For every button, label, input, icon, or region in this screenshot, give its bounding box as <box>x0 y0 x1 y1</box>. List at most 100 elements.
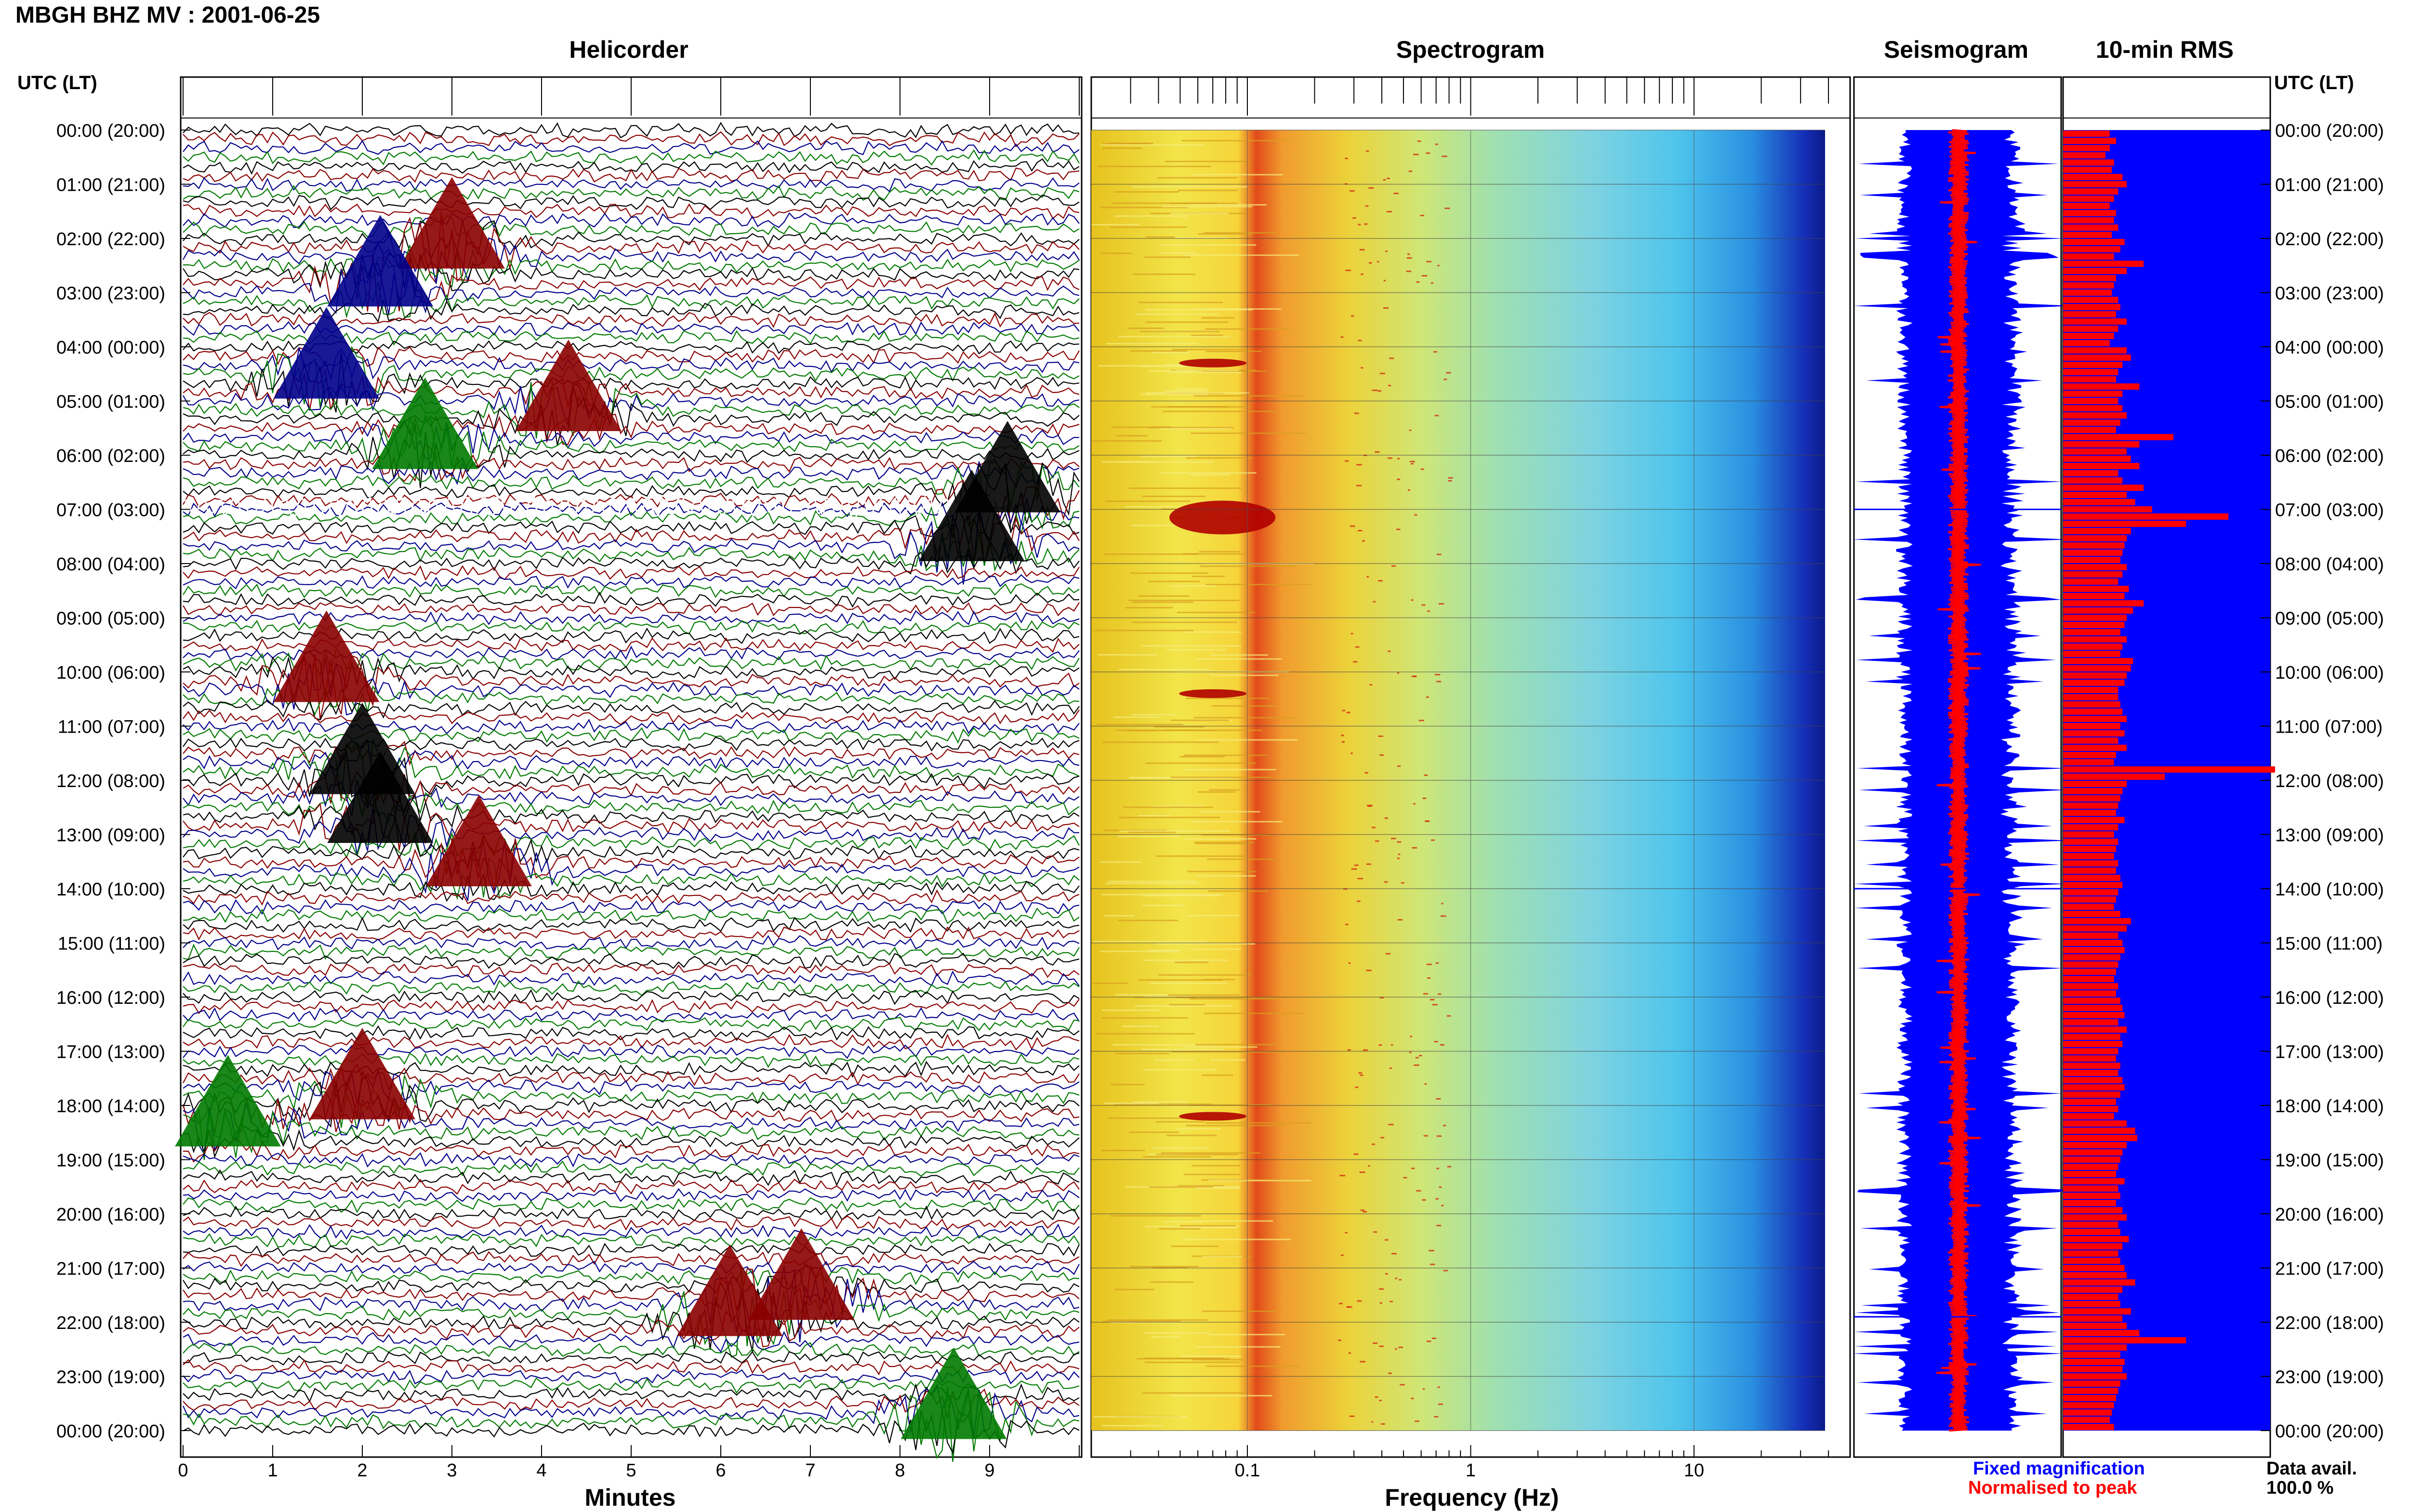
rms-bar <box>2063 550 2123 556</box>
spectrogram-streak <box>1149 894 1224 896</box>
spectrogram-streak <box>1206 1365 1299 1367</box>
spectrogram-speck <box>1397 765 1401 767</box>
spectrogram-streak <box>1132 601 1193 603</box>
spectrogram-speck <box>1345 460 1349 462</box>
spectrogram-speck <box>1395 1277 1398 1279</box>
time-label-left: 20:00 (16:00) <box>56 1205 165 1225</box>
spectrogram-speck <box>1345 923 1349 925</box>
spectrogram-streak <box>1198 739 1298 741</box>
spectrogram-speck <box>1435 1198 1439 1200</box>
spectrogram-streak <box>1094 1416 1188 1418</box>
helicorder-trace <box>183 1330 1080 1353</box>
rms-bar <box>2063 795 2120 802</box>
rms-bar <box>2063 694 2118 700</box>
spectrogram-speck <box>1375 1396 1378 1398</box>
spectrogram-streak <box>1102 1009 1162 1011</box>
spectrogram-speck <box>1398 854 1401 855</box>
spectrogram-streak <box>1152 352 1189 354</box>
spectrogram-streak <box>1141 1048 1225 1050</box>
time-label-left: 06:00 (02:00) <box>56 446 165 466</box>
spectrogram-speck <box>1412 847 1417 849</box>
spectrogram-streak <box>1166 1134 1217 1136</box>
spectrogram-streak <box>1186 1227 1236 1229</box>
rms-bar <box>2063 839 2118 845</box>
rms-bar <box>2063 875 2120 881</box>
spectrogram-speck <box>1390 1044 1393 1046</box>
helicorder-panel <box>175 76 1083 1462</box>
rms-bar <box>2063 644 2123 650</box>
spectrogram-streak <box>1104 915 1135 917</box>
helicorder-trace <box>183 460 1080 507</box>
time-label-left: 15:00 (11:00) <box>58 934 165 954</box>
spectrogram-streak <box>1159 428 1231 430</box>
spectrogram-speck <box>1426 152 1430 154</box>
rms-bar <box>2063 1106 2118 1112</box>
spectrogram-streak <box>1115 1052 1169 1054</box>
spectrogram-streak <box>1119 830 1231 832</box>
spectrogram-streak <box>1189 474 1230 476</box>
spectrogram-tick-label: 1 <box>1466 1460 1476 1481</box>
rms-bar <box>2063 1308 2131 1315</box>
time-label-left: 11:00 (07:00) <box>58 717 165 737</box>
time-label-right: 06:00 (02:00) <box>2275 446 2384 466</box>
helicorder-title: Helicorder <box>569 36 688 63</box>
rms-bar <box>2063 759 2114 765</box>
spectrogram-streak <box>1176 1128 1220 1130</box>
spectrogram-speck <box>1411 463 1414 465</box>
spectrogram-speck <box>1420 468 1424 470</box>
time-label-left: 17:00 (13:00) <box>56 1042 165 1063</box>
helicorder-trace <box>183 263 1080 315</box>
rms-bar <box>2063 1128 2135 1134</box>
helicorder-trace <box>183 831 1080 859</box>
spectrogram-streak <box>1105 500 1191 502</box>
helicorder-trace <box>183 386 1080 445</box>
time-label-left: 22:00 (18:00) <box>56 1313 165 1333</box>
spectrogram-streak <box>1112 202 1217 204</box>
spectrogram-speck <box>1435 144 1438 145</box>
spectrogram-event <box>1179 689 1247 698</box>
spectrogram-streak <box>1208 1180 1311 1182</box>
spectrogram-streak <box>1102 1320 1181 1322</box>
spectrogram-speck <box>1379 997 1384 999</box>
spectrogram-streak <box>1142 495 1206 497</box>
spectrogram-streak <box>1129 572 1208 574</box>
helicorder-trace <box>183 793 1080 842</box>
rms-bar <box>2063 896 2116 903</box>
helicorder-trace <box>183 1262 1080 1290</box>
helicorder-trace <box>183 237 1080 284</box>
spectrogram-streak <box>1092 440 1162 442</box>
spectrogram-streak <box>1205 1122 1311 1124</box>
spectrogram-streak <box>1140 394 1208 395</box>
spectrogram-streak <box>1193 395 1303 397</box>
spectrogram-speck <box>1360 1361 1366 1363</box>
rms-bar <box>2063 1055 2116 1062</box>
rms-bar <box>2063 860 2118 867</box>
spectrogram-speck <box>1399 1279 1402 1281</box>
spectrogram-streak <box>1202 317 1234 319</box>
spectrogram-streak <box>1095 1033 1195 1035</box>
spectrogram-speck <box>1397 841 1402 843</box>
spectrogram-speck <box>1437 1386 1440 1388</box>
spectrogram-speck <box>1436 1168 1439 1170</box>
spectrogram-speck <box>1350 632 1353 634</box>
spectrogram-speck <box>1383 279 1386 281</box>
spectrogram-streak <box>1145 1332 1210 1334</box>
spectrogram-speck <box>1375 840 1379 842</box>
spectrogram-speck <box>1380 1137 1385 1139</box>
helicorder-tick-label: 1 <box>267 1460 278 1481</box>
helicorder-tick-label: 5 <box>626 1460 636 1481</box>
spectrogram-streak <box>1162 206 1252 208</box>
spectrogram-streak <box>1143 960 1228 961</box>
helicorder-trace <box>183 574 1080 590</box>
spectrogram-speck <box>1350 1415 1355 1417</box>
rms-bar <box>2063 181 2127 187</box>
spectrogram-streak <box>1145 321 1229 323</box>
spectrogram-streak <box>1138 815 1171 816</box>
spectrogram-streak <box>1202 1074 1233 1076</box>
spectrogram-speck <box>1430 999 1435 1000</box>
spectrogram-streak <box>1169 1004 1205 1006</box>
helicorder-event <box>372 377 478 469</box>
rms-bar <box>2063 1279 2135 1286</box>
time-label-right: 05:00 (01:00) <box>2275 392 2384 412</box>
rms-bar <box>2063 326 2118 332</box>
